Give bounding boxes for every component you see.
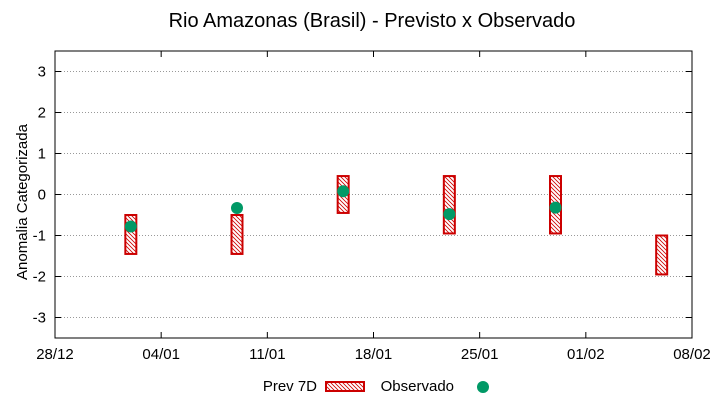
grid [55, 71, 692, 318]
y-tick-label: -3 [33, 310, 46, 327]
observed-point [337, 185, 350, 198]
legend-label-forecast: Prev 7D [263, 378, 317, 395]
forecast-range-bar [655, 234, 669, 276]
x-tick-label: 28/12 [36, 346, 74, 363]
y-axis: 3 2 1 0 -1 -2 -3 [33, 64, 692, 327]
y-tick-label: 3 [38, 64, 46, 81]
y-tick-label: 1 [38, 146, 46, 163]
legend-label-observed: Observado [381, 378, 454, 395]
series-layer [124, 175, 669, 276]
x-tick-label: 25/01 [461, 346, 499, 363]
x-tick-label: 01/02 [567, 346, 605, 363]
y-tick-label: 2 [38, 105, 46, 122]
observed-point [549, 201, 562, 214]
x-axis: 28/12 04/01 11/01 18/01 25/01 01/02 08/02 [36, 51, 711, 363]
x-tick-label: 04/01 [142, 346, 180, 363]
legend-swatch-observed [477, 381, 489, 393]
forecast-range-bar [230, 214, 244, 255]
observed-point [231, 202, 243, 215]
y-axis-label: Anomalia Categorizada [14, 123, 31, 280]
y-tick-label: -1 [33, 228, 46, 245]
forecast-range-bar [442, 175, 456, 235]
observed-point [443, 208, 456, 221]
legend: Prev 7D Observado [263, 378, 489, 395]
x-tick-label: 11/01 [249, 346, 285, 363]
x-tick-label: 18/01 [355, 346, 393, 363]
x-tick-label: 08/02 [673, 346, 711, 363]
chart-title: Rio Amazonas (Brasil) - Previsto x Obser… [169, 10, 576, 32]
y-tick-label: 0 [38, 187, 46, 204]
observed-point [124, 220, 137, 233]
y-tick-label: -2 [33, 269, 46, 286]
forecast-range-bar [124, 214, 138, 255]
legend-swatch-forecast [325, 381, 365, 392]
